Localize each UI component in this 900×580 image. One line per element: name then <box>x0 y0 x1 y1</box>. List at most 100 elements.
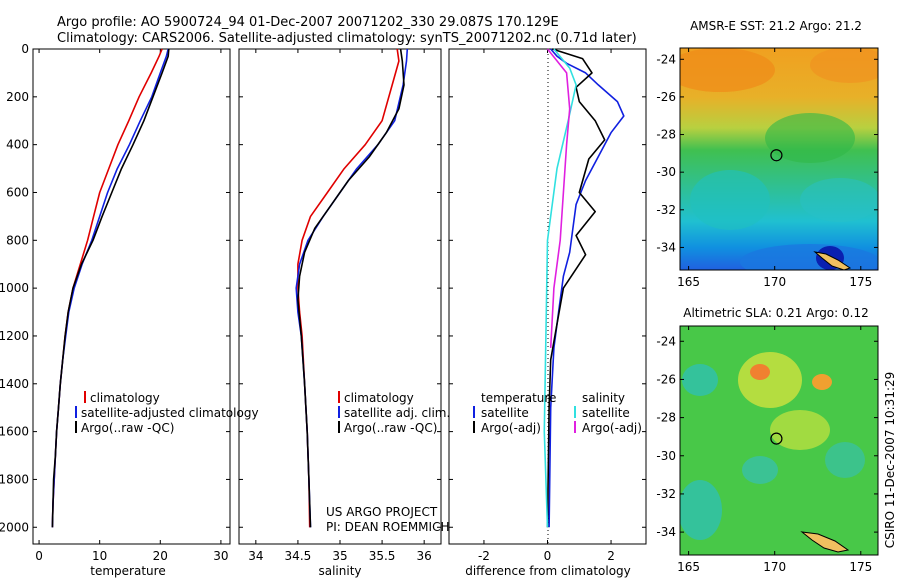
salinity-ticks: 34 34.5 35 35.5 36 <box>239 48 441 563</box>
sla-map-ticks: 165 170 175 -24 -26 -28 -30 -32 -34 <box>656 326 878 574</box>
sst-cool-patch <box>800 178 878 222</box>
x-tick-label: 30 <box>213 549 228 563</box>
temperature-xlabel: temperature <box>90 564 165 578</box>
new-caledonia-coastline <box>813 251 852 270</box>
x-tick-label: 165 <box>677 275 700 289</box>
y-tick-label: 1600 <box>0 425 29 439</box>
sla-high-patch <box>812 374 832 390</box>
difference-profiles <box>543 48 625 528</box>
difference-xlabel: difference from climatology <box>465 564 631 578</box>
salinity-axes-frame <box>238 48 442 545</box>
profile-line-0 <box>297 48 400 528</box>
sla-high-patch <box>770 410 830 450</box>
sst-map-frame <box>679 47 879 271</box>
temperature-axes-frame <box>32 48 231 545</box>
argo-float-position-marker <box>770 432 783 445</box>
sla-low-patch <box>680 480 722 540</box>
sla-high-patch <box>738 352 802 408</box>
sst-map-title: AMSR-E SST: 21.2 Argo: 21.2 <box>690 19 862 33</box>
argo-float-position-marker <box>770 149 783 162</box>
y-tick-label: -34 <box>656 525 676 539</box>
x-tick-label: 170 <box>763 275 786 289</box>
y-tick-label: 1800 <box>0 472 29 486</box>
legend-label-satellite-sal: satellite <box>582 406 630 420</box>
temperature-ticks: 0 10 20 30 0 200 400 600 800 1000 1200 1400 1600 1800… <box>0 42 230 563</box>
profile-line-0 <box>51 48 163 528</box>
temperature-legend: climatology satellite-adjusted climatolo… <box>75 391 259 435</box>
sla-heatmap <box>680 326 878 555</box>
sst-map-panel: AMSR-E SST: 21.2 Argo: 21.2 165 170 175 -24… <box>656 19 879 289</box>
x-tick-label: 34.5 <box>285 549 312 563</box>
y-tick-label: 0 <box>21 42 29 56</box>
salinity-legend: climatology satellite adj. clim. Argo(..… <box>338 391 450 435</box>
y-tick-label: 1400 <box>0 377 29 391</box>
sst-map-ticks: 165 170 175 -24 -26 -28 -30 -32 -34 <box>656 48 878 289</box>
difference-ticks: -2 0 2 <box>449 48 646 563</box>
sla-high-patch <box>750 364 770 380</box>
temperature-panel: 0 10 20 30 0 200 400 600 800 1000 1200 1400 1600 1800… <box>0 42 259 578</box>
y-tick-label: -26 <box>656 90 676 104</box>
x-tick-label: 34 <box>248 549 263 563</box>
salinity-xlabel: salinity <box>318 564 361 578</box>
legend-heading-salinity: salinity <box>582 391 625 405</box>
project-annotation-line1: US ARGO PROJECT <box>326 505 438 519</box>
x-tick-label: 35 <box>332 549 347 563</box>
legend-label-climatology: climatology <box>344 391 414 405</box>
legend-label-satellite-temp: satellite <box>481 406 529 420</box>
sst-cool-patch <box>690 170 770 230</box>
legend-heading-temperature: temperature <box>481 391 556 405</box>
sst-warm-patch <box>680 48 775 92</box>
y-tick-label: -32 <box>656 487 676 501</box>
new-caledonia-coastline <box>800 531 850 553</box>
x-tick-label: 175 <box>849 560 872 574</box>
profile-line-1 <box>51 48 169 528</box>
sla-map-title: Altimetric SLA: 0.21 Argo: 0.12 <box>683 306 868 320</box>
x-tick-label: 20 <box>153 549 168 563</box>
profile-line-1 <box>295 48 409 528</box>
legend-label-argo: Argo(..raw -QC) <box>81 421 174 435</box>
x-tick-label: 10 <box>92 549 107 563</box>
x-tick-label: 35.5 <box>369 549 396 563</box>
y-tick-label: -28 <box>656 128 676 142</box>
sst-cool-patch <box>765 113 855 163</box>
y-tick-label: 200 <box>6 90 29 104</box>
profile-line-1 <box>546 48 606 528</box>
x-tick-label: -2 <box>478 549 490 563</box>
y-tick-label: -26 <box>656 372 676 386</box>
difference-panel: -2 0 2 difference from climatology tempera… <box>448 48 647 578</box>
y-tick-label: 1200 <box>0 329 29 343</box>
sst-heatmap <box>680 48 878 270</box>
sla-low-patch <box>742 456 778 484</box>
y-tick-label: -32 <box>656 203 676 217</box>
x-tick-label: 170 <box>763 560 786 574</box>
profile-line-2 <box>51 48 170 528</box>
profile-line-3 <box>546 48 571 348</box>
profile-line-0 <box>548 48 625 528</box>
y-tick-label: 1000 <box>0 281 29 295</box>
legend-label-argo: Argo(..raw -QC) <box>344 421 437 435</box>
sla-map-panel: Altimetric SLA: 0.21 Argo: 0.12 165 170 17… <box>656 306 879 574</box>
y-tick-label: 800 <box>6 233 29 247</box>
y-tick-label: 600 <box>6 185 29 199</box>
x-tick-label: 0 <box>35 549 43 563</box>
legend-label-argo-temp: Argo(-adj) <box>481 421 541 435</box>
header-line1: Argo profile: AO 5900724_94 01-Dec-2007 … <box>57 15 559 30</box>
difference-legend: temperature salinity satellite satellite… <box>473 391 642 435</box>
y-tick-label: -30 <box>656 165 676 179</box>
x-tick-label: 2 <box>607 549 615 563</box>
project-annotation-line2: PI: DEAN ROEMMICH <box>326 520 449 534</box>
legend-label-satellite: satellite adj. clim. <box>344 406 450 420</box>
sla-low-patch <box>825 442 865 478</box>
timestamp-side-label: CSIRO 11-Dec-2007 10:31:29 <box>883 372 897 549</box>
sst-warm-patch <box>810 48 878 83</box>
y-tick-label: -34 <box>656 240 676 254</box>
legend-label-argo-sal: Argo(-adj) <box>582 421 642 435</box>
x-tick-label: 0 <box>544 549 552 563</box>
salinity-profiles <box>295 48 409 528</box>
y-tick-label: -24 <box>656 52 676 66</box>
y-tick-label: -28 <box>656 411 676 425</box>
y-tick-label: 400 <box>6 138 29 152</box>
x-tick-label: 36 <box>417 549 432 563</box>
header-line2: Climatology: CARS2006. Satellite-adjuste… <box>57 31 637 46</box>
